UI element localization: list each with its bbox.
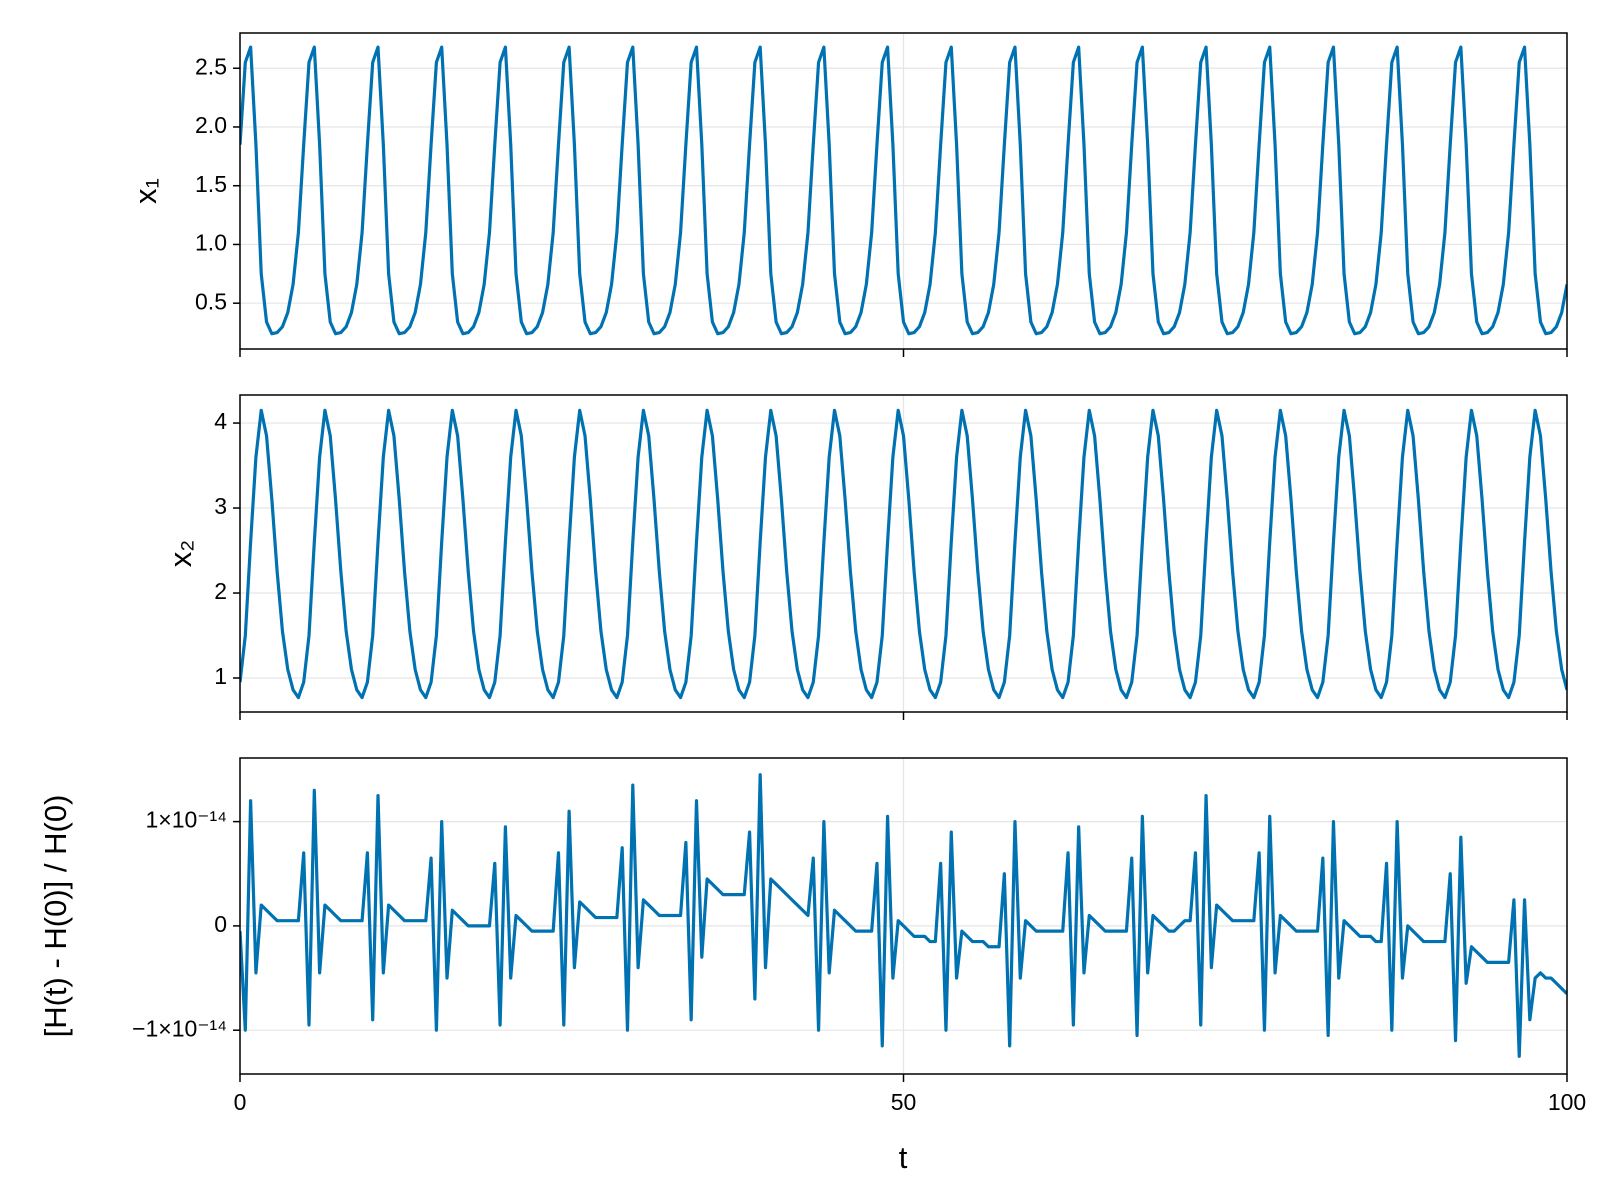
y-axis-label: [H(t) - H(0)] / H(0) [38,795,73,1038]
y-tick-label: 1 [214,663,227,689]
x-axis-label: t [899,1140,908,1175]
data-line [240,45,1567,336]
y-tick-label: −1×10⁻¹⁴ [132,1015,227,1041]
x-tick-label: 100 [1548,1089,1586,1115]
x-tick-label: 0 [234,1089,247,1115]
y-tick-label: 3 [214,493,227,519]
data-line [240,773,1567,1058]
y-axis-label: x₂ [163,540,198,568]
y-tick-label: 2 [214,578,227,604]
y-tick-label: 0 [214,911,227,937]
y-axis-label: x₁ [128,178,163,204]
data-line [240,408,1567,700]
y-tick-label: 1.0 [195,230,227,256]
y-tick-label: 0.5 [195,288,227,314]
y-tick-label: 2.5 [195,53,227,79]
y-tick-label: 1.5 [195,171,227,197]
y-tick-label: 1×10⁻¹⁴ [146,807,228,833]
x-tick-label: 50 [891,1089,917,1115]
y-tick-label: 4 [214,408,227,434]
y-tick-label: 2.0 [195,112,227,138]
